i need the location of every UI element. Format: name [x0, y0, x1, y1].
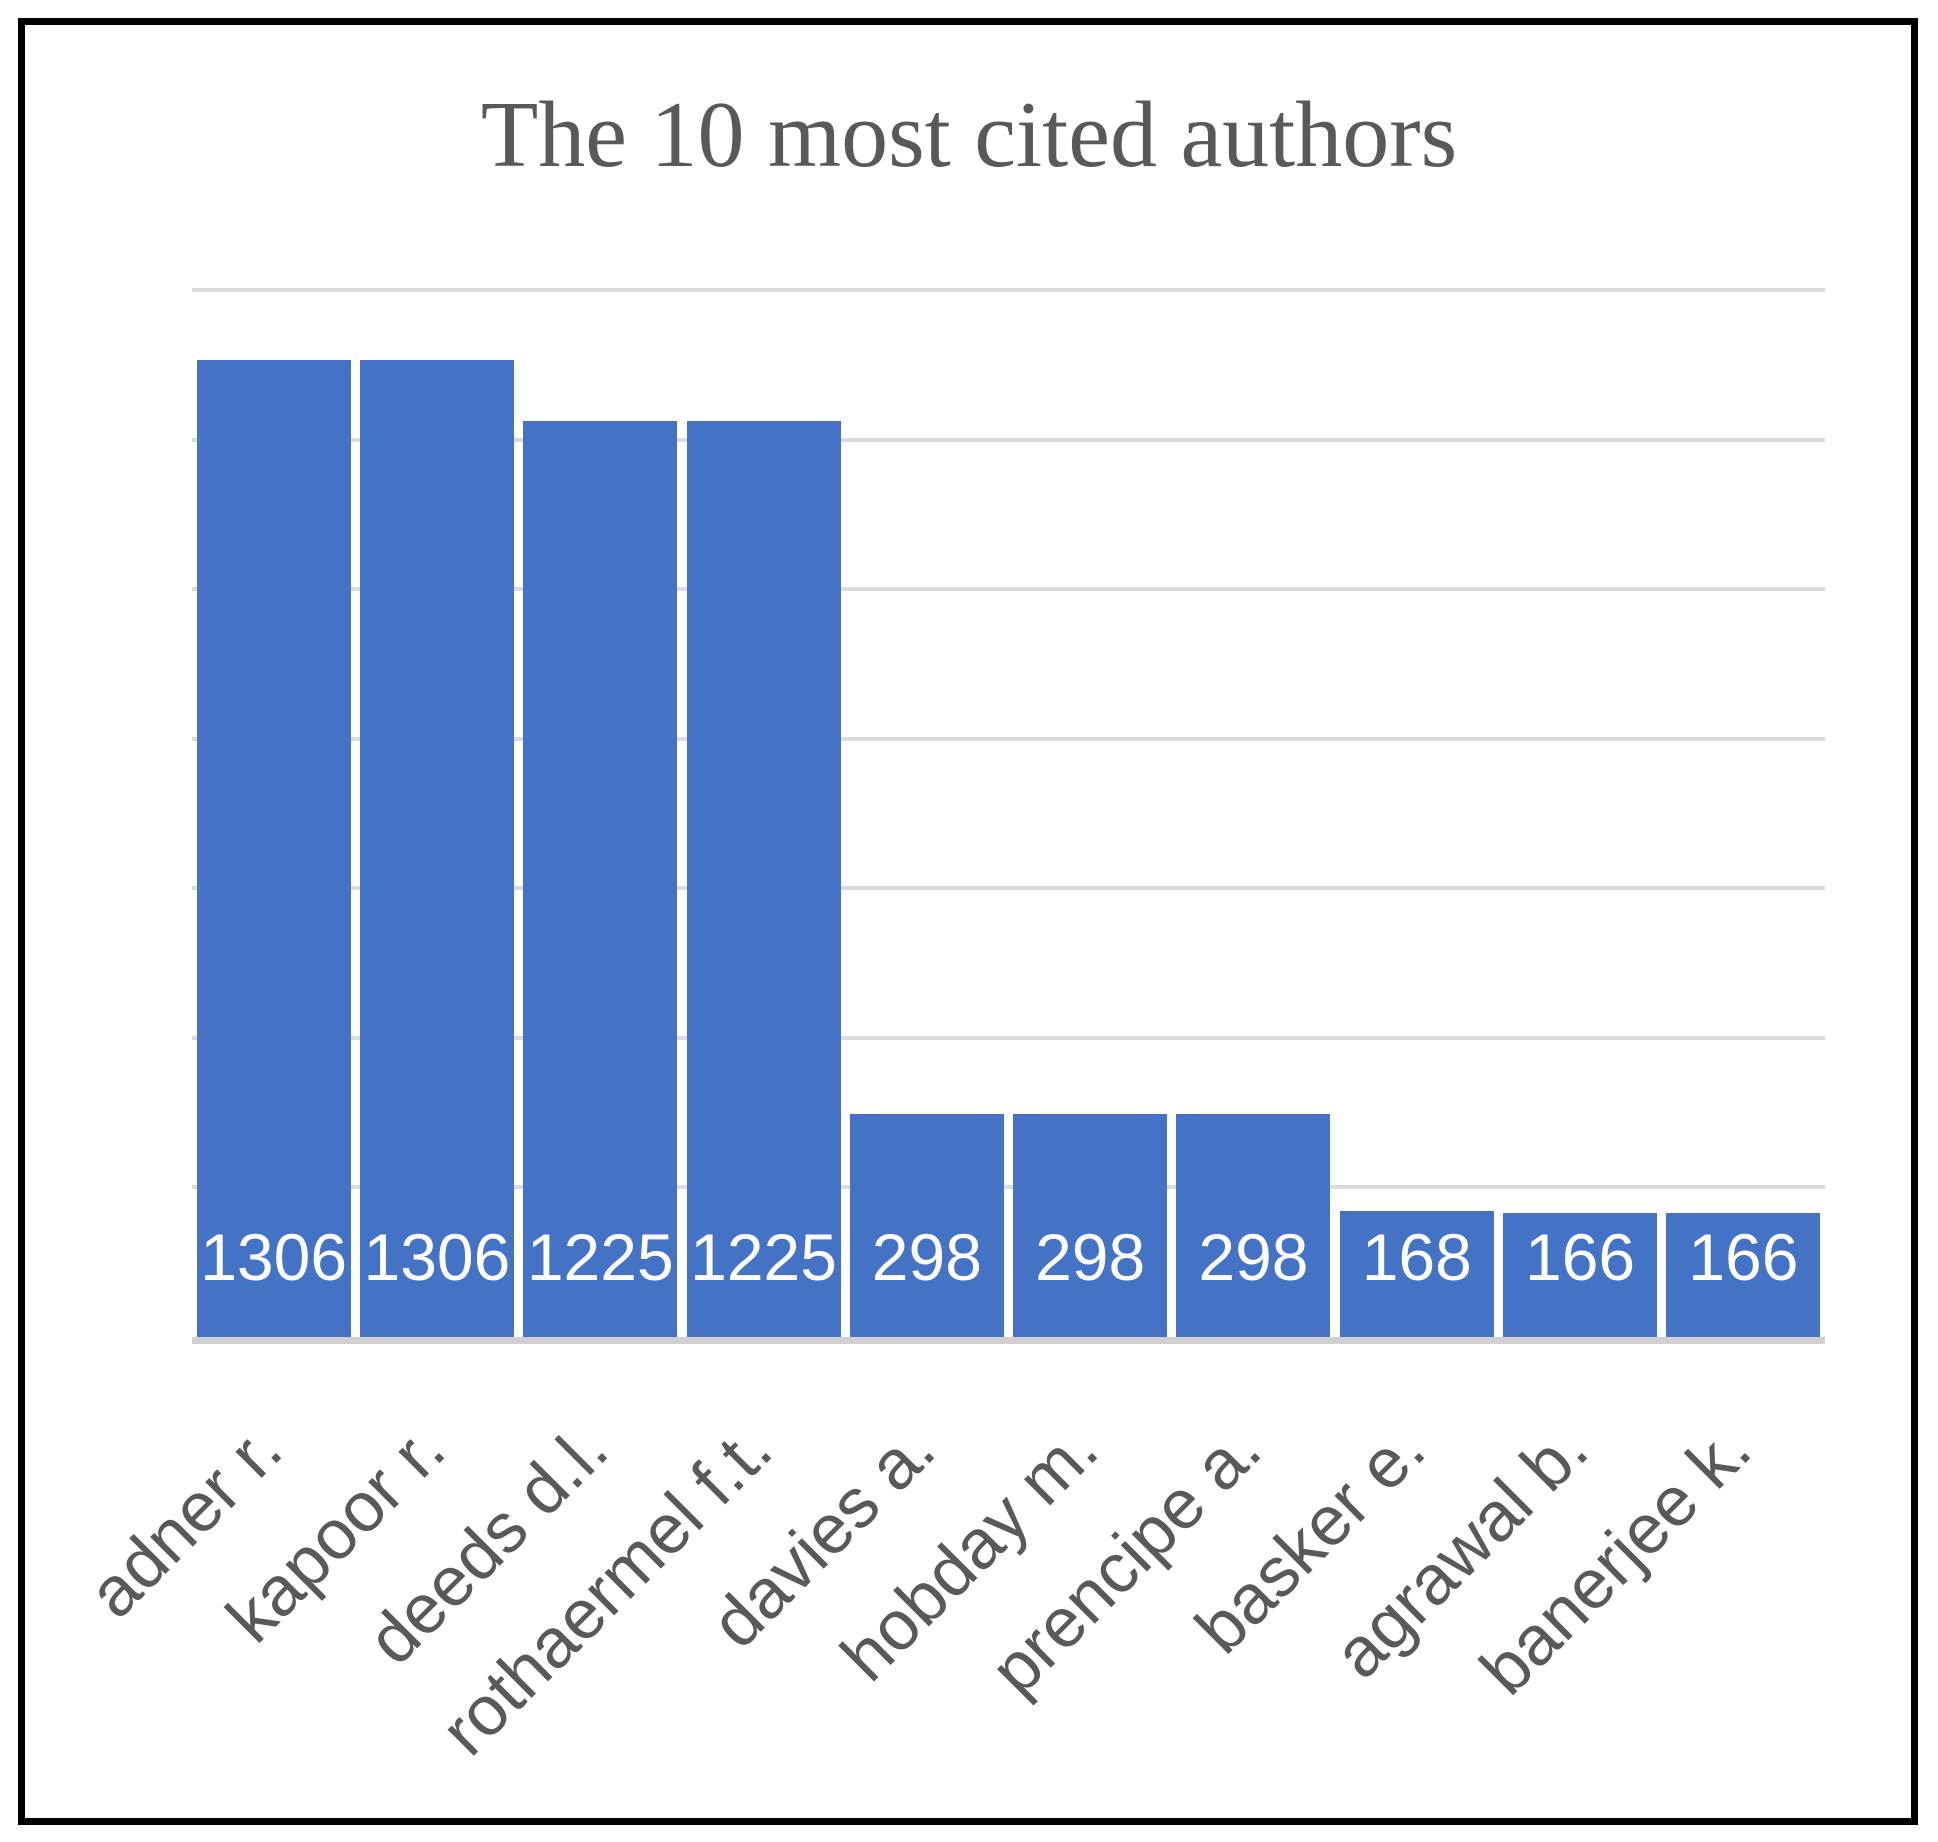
- data-label-kapoor r.: 1306: [363, 1220, 511, 1294]
- bar-agrawal b.: [1503, 1212, 1658, 1337]
- bar-prencipe a.: [1176, 1114, 1331, 1337]
- x-axis-line: [192, 1337, 1825, 1344]
- bar-rothaermel f.t.: [686, 420, 841, 1337]
- data-label-agrawal b.: 166: [1524, 1220, 1636, 1294]
- data-label-banerjee k.: 166: [1688, 1220, 1799, 1294]
- gridline-800: [192, 736, 1825, 741]
- gridline-1000: [192, 587, 1825, 592]
- chart-title: The 10 most cited authors: [480, 83, 1458, 187]
- gridline-200: [192, 1185, 1825, 1190]
- bar-adner r.: [196, 360, 351, 1337]
- data-label-davies a.: 298: [871, 1220, 982, 1294]
- bar-hobday m.: [1013, 1114, 1168, 1337]
- gridline-1200: [192, 437, 1825, 442]
- bar-banerjee k.: [1666, 1212, 1821, 1337]
- data-label-adner r.: 1306: [200, 1220, 348, 1294]
- data-label-hobday m.: 298: [1035, 1220, 1146, 1294]
- data-label-basker e.: 168: [1361, 1220, 1472, 1294]
- data-label-prencipe a.: 298: [1198, 1220, 1309, 1294]
- data-label-deeds d.l.: 1225: [526, 1220, 674, 1294]
- bar-deeds d.l.: [523, 420, 678, 1337]
- gridline-1400: [192, 288, 1825, 292]
- gridline-600: [192, 886, 1825, 891]
- bar-davies a.: [849, 1114, 1004, 1337]
- bar-basker e.: [1339, 1211, 1494, 1337]
- figure-frame-border: [18, 18, 1918, 1825]
- gridline-400: [192, 1035, 1825, 1040]
- bar-kapoor r.: [359, 360, 514, 1337]
- data-label-rothaermel f.t.: 1225: [690, 1220, 837, 1294]
